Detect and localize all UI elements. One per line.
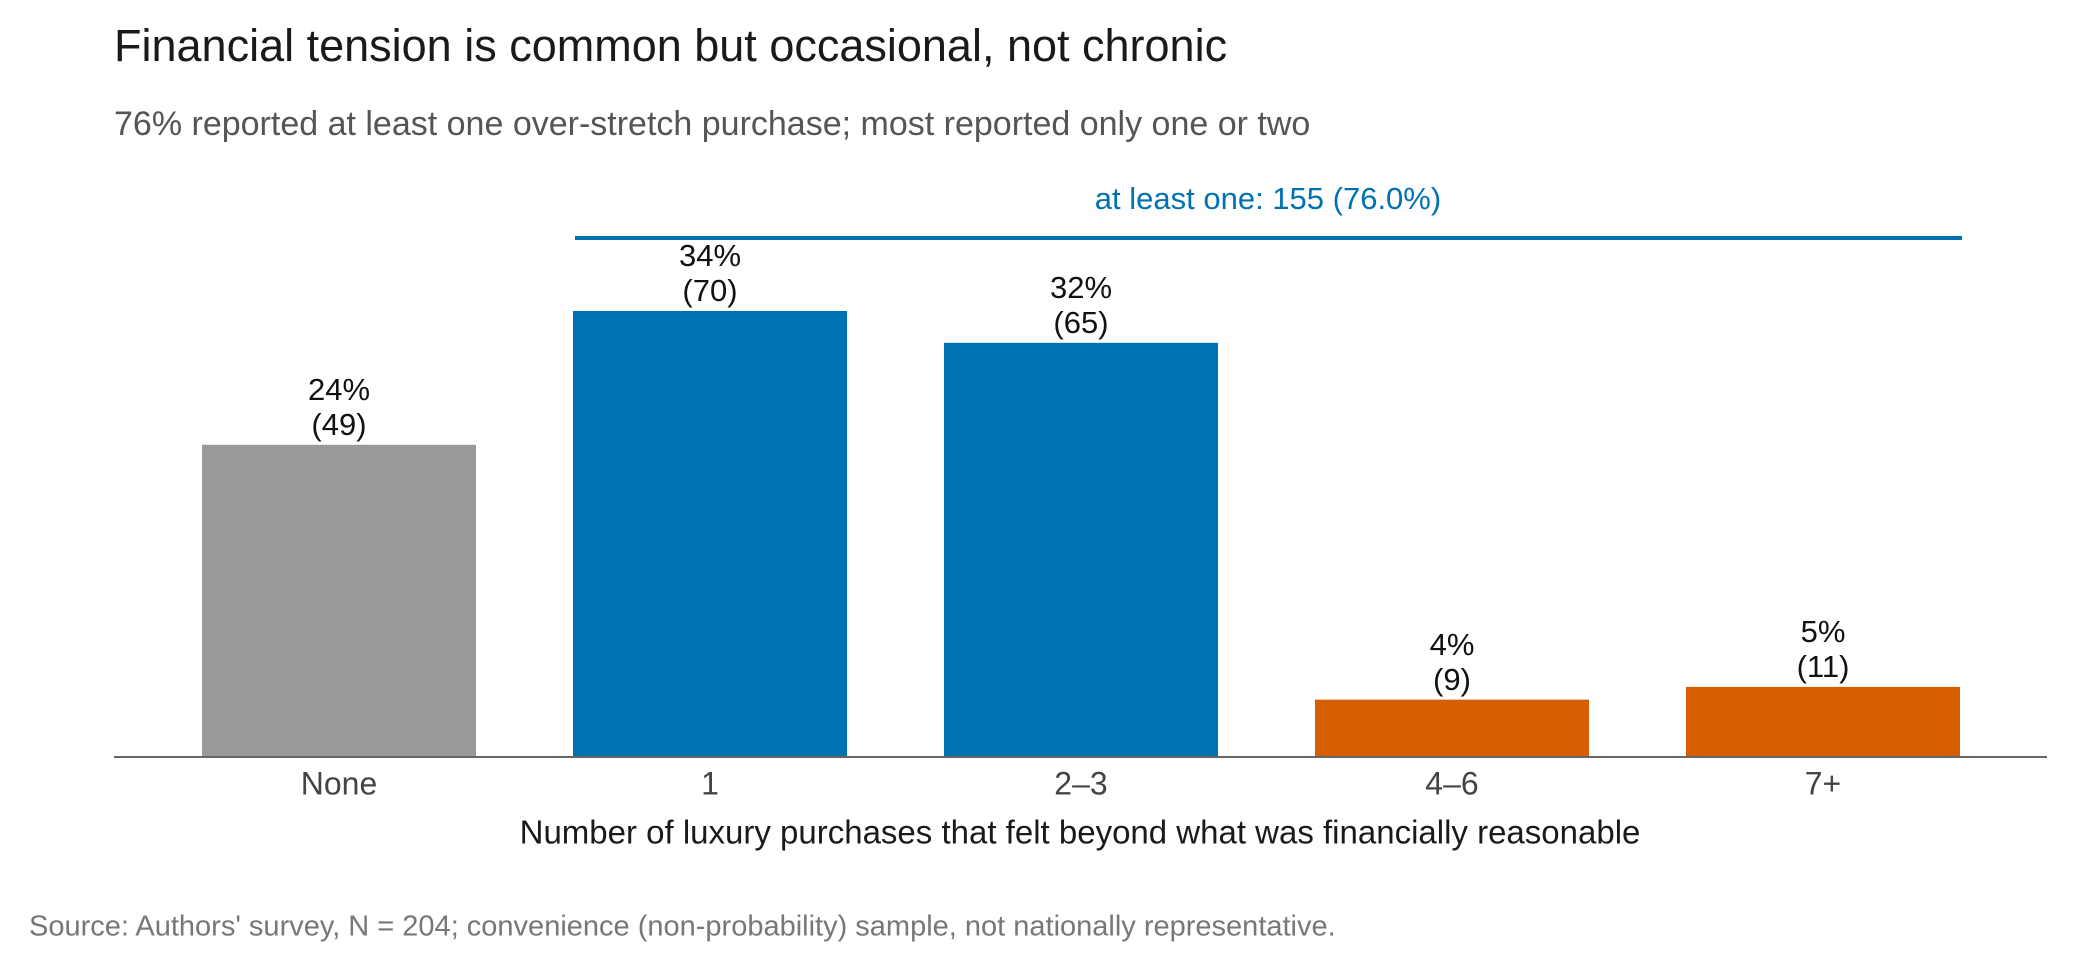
percent-label: 34% <box>679 238 741 273</box>
x-tick-label: 4–6 <box>1425 765 1478 801</box>
source-note: Source: Authors' survey, N = 204; conven… <box>29 911 1336 943</box>
bar <box>202 444 476 757</box>
count-label: (49) <box>311 407 366 442</box>
bar <box>1686 686 1960 757</box>
percent-label: 4% <box>1430 627 1475 662</box>
x-tick-label: None <box>301 765 378 801</box>
count-label: (65) <box>1053 305 1108 340</box>
percent-label: 32% <box>1050 270 1112 305</box>
x-tick-label: 7+ <box>1805 765 1841 801</box>
annotation: at least one: 155 (76.0%) <box>1095 181 1441 216</box>
bar <box>944 342 1218 757</box>
count-label: (9) <box>1433 662 1471 697</box>
chart-subtitle: 76% reported at least one over-stretch p… <box>114 105 1310 143</box>
count-label: (11) <box>1797 649 1850 684</box>
bar <box>1315 699 1589 757</box>
x-axis-title: Number of luxury purchases that felt bey… <box>520 814 1641 851</box>
chart-title: Financial tension is common but occasion… <box>114 20 1227 71</box>
percent-label: 24% <box>308 372 370 407</box>
bar <box>573 311 847 757</box>
x-tick-label: 1 <box>701 765 719 801</box>
percent-label: 5% <box>1801 614 1846 649</box>
count-label: (70) <box>682 273 737 308</box>
x-tick-label: 2–3 <box>1054 765 1107 801</box>
